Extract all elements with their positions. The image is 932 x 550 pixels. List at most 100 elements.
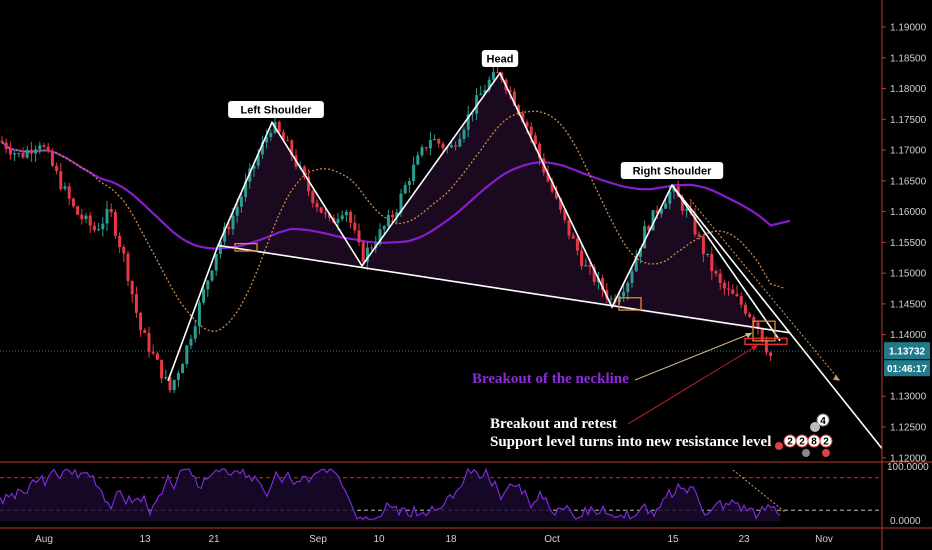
candle-body [84, 215, 88, 220]
candle [340, 210, 344, 222]
y-tick-label: 1.14000 [890, 330, 927, 341]
annotation-arrow-1 [634, 332, 753, 381]
candle [118, 232, 122, 253]
candle-body [34, 149, 38, 154]
candle [0, 136, 4, 144]
candle-body [706, 253, 710, 255]
candle [126, 250, 130, 287]
candle [260, 135, 264, 159]
candle-body [391, 214, 395, 218]
candle-body [575, 238, 579, 251]
candle [197, 299, 201, 335]
candle-body [172, 379, 176, 391]
candle-body [559, 198, 563, 210]
candle-body [286, 140, 290, 142]
candle [710, 246, 714, 280]
annotation-neckline: Breakout of the neckline [472, 371, 629, 387]
candle-body [584, 265, 588, 267]
candle-body [151, 351, 155, 354]
candle [42, 142, 46, 149]
candle-body [328, 213, 332, 218]
candle-body [13, 153, 17, 155]
candle [193, 319, 197, 343]
candle [13, 150, 17, 162]
candle-body [193, 326, 197, 339]
candle [630, 265, 634, 289]
candle [281, 129, 285, 141]
candle [433, 134, 437, 141]
candle-body [634, 256, 638, 272]
candle-body [181, 363, 185, 374]
candle-body [743, 304, 747, 314]
candle [181, 362, 185, 374]
candle [143, 327, 147, 334]
candle [496, 66, 500, 74]
candle-body [25, 149, 29, 158]
candle [554, 185, 558, 201]
candle [172, 379, 176, 394]
candle-body [126, 253, 130, 282]
candle-body [664, 203, 668, 209]
candle-body [248, 168, 252, 182]
candle [4, 138, 8, 154]
candle [122, 244, 126, 262]
y-tick-label: 1.13000 [890, 392, 927, 403]
candle [113, 209, 117, 239]
osc-tick-label: 100.0000 [887, 462, 929, 473]
candle-body [437, 139, 441, 144]
candle-body [189, 338, 193, 346]
candle-body [105, 208, 109, 224]
candle-body [97, 229, 101, 231]
y-tick-label: 1.14500 [890, 299, 927, 310]
candle [59, 163, 63, 191]
candle [437, 137, 441, 148]
candle-body [479, 93, 483, 96]
candle-body [269, 132, 273, 138]
y-tick-label: 1.15500 [890, 238, 927, 249]
countdown-label: 01:46:17 [887, 364, 927, 375]
candle [155, 351, 159, 361]
candle [651, 210, 655, 231]
candle [323, 208, 327, 219]
candle-body [416, 155, 420, 165]
candle-body [428, 140, 432, 149]
candle [105, 200, 109, 231]
candle [50, 148, 54, 167]
candle [71, 197, 75, 209]
candle [311, 189, 315, 208]
candle-body [235, 206, 239, 216]
candle-body [550, 181, 554, 192]
candle-body [323, 212, 327, 214]
candle-body [42, 145, 46, 147]
candle-body [517, 105, 521, 114]
candle-body [386, 214, 390, 227]
candle-body [592, 266, 596, 282]
pattern-label-box [481, 50, 519, 67]
x-tick-label: Oct [544, 534, 560, 545]
candle-body [533, 135, 537, 145]
candle [176, 370, 180, 387]
candle-body [202, 289, 206, 303]
candle-body [281, 132, 285, 141]
candle [361, 240, 365, 263]
candle [25, 145, 29, 160]
moving-average-long [1, 141, 791, 250]
pattern-labels: Left Shoulder Head Right Shoulder [228, 50, 724, 179]
candle [269, 129, 273, 142]
osc-divergence-line [732, 469, 786, 513]
candle-body [0, 140, 4, 143]
candle-body [483, 90, 487, 94]
candle [412, 156, 416, 185]
candle [21, 147, 25, 159]
candle-body [160, 359, 164, 379]
badge-dot [802, 449, 810, 457]
projection-line [671, 184, 883, 450]
target-arrow [689, 198, 841, 382]
y-tick-label: 1.12500 [890, 423, 927, 434]
candle [139, 311, 143, 338]
candle-body [630, 271, 634, 283]
candle [370, 244, 374, 251]
candle [84, 212, 88, 223]
candle [454, 141, 458, 151]
